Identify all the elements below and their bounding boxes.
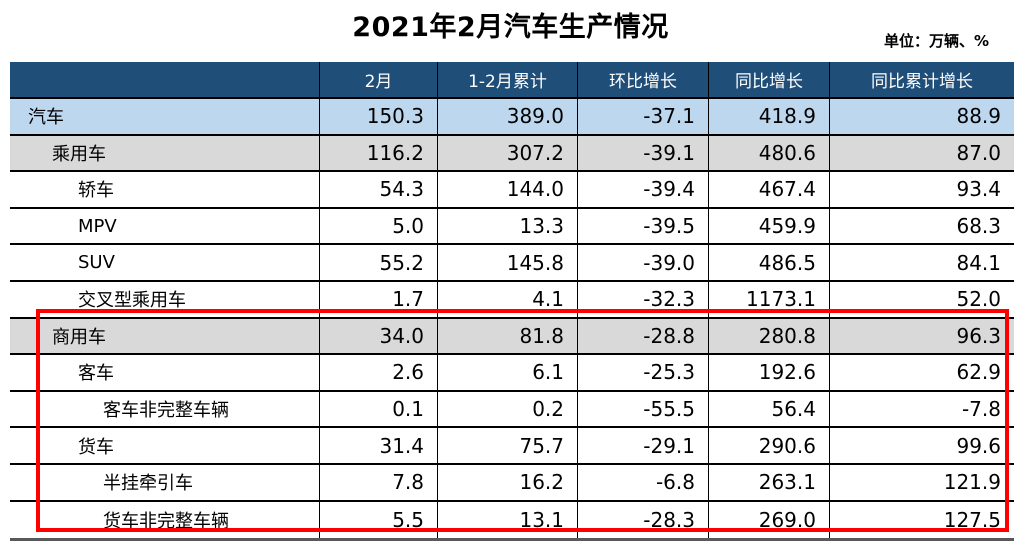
row-label: 货车 — [10, 428, 320, 463]
table-row: 轿车 54.3 144.0 -39.4 467.4 93.4 — [10, 172, 1014, 209]
value-cell: 87.0 — [956, 140, 1001, 165]
table-row: 商用车 34.0 81.8 -28.8 280.8 96.3 — [10, 318, 1014, 356]
value-cell: -39.5 — [578, 208, 709, 244]
value-cell: 34.0 — [320, 318, 438, 354]
value-cell: 290.6 — [709, 428, 830, 463]
value-cell: 145.8 — [438, 245, 578, 280]
value-cell: 68.3 — [956, 214, 1001, 239]
row-label: 乘用车 — [10, 135, 320, 171]
value-cell: 0.1 — [320, 391, 438, 427]
row-label: MPV — [10, 208, 320, 244]
header-cell: 2月 — [320, 62, 438, 97]
value-cell: 480.6 — [709, 135, 830, 171]
value-cell: 127.5 — [943, 507, 1001, 532]
value-cell: 54.3 — [320, 172, 438, 207]
value-cell: 13.1 — [438, 501, 578, 539]
value-cell: 5.5 — [320, 501, 438, 539]
value-cell: 467.4 — [709, 172, 830, 207]
table-row: 交叉型乘用车 1.7 4.1 -32.3 1173.1 52.0 — [10, 281, 1014, 319]
header-cell: 1-2月累计 — [438, 62, 578, 97]
row-label: SUV — [10, 245, 320, 280]
value-cell: 5.0 — [320, 208, 438, 244]
table-row: 货车 31.4 75.7 -29.1 290.6 99.6 — [10, 428, 1014, 465]
value-cell: -28.3 — [578, 501, 709, 539]
value-cell: 52.0 — [956, 287, 1001, 312]
value-cell: 0.2 — [438, 391, 578, 427]
row-label: 客车 — [10, 355, 320, 390]
value-cell: 116.2 — [320, 135, 438, 171]
value-cell: -39.0 — [578, 245, 709, 280]
row-label: 商用车 — [10, 318, 320, 354]
value-cell: 84.1 — [956, 250, 1001, 275]
table-row: 乘用车 116.2 307.2 -39.1 480.6 87.0 — [10, 135, 1014, 173]
value-cell: 2.6 — [320, 355, 438, 390]
value-cell: 459.9 — [709, 208, 830, 244]
value-cell: 62.9 — [956, 360, 1001, 385]
row-label: 交叉型乘用车 — [10, 281, 320, 317]
value-cell: 144.0 — [438, 172, 578, 207]
value-cell: 192.6 — [709, 355, 830, 390]
table-header-row: 2月 1-2月累计 环比增长 同比增长 同比累计增长 — [10, 62, 1014, 99]
value-cell: 486.5 — [709, 245, 830, 280]
unit-note: 单位：万辆、% — [883, 32, 989, 50]
value-cell: 93.4 — [956, 177, 1001, 202]
row-label: 轿车 — [10, 172, 320, 207]
header-cell: 同比增长 — [709, 62, 830, 97]
value-cell: 99.6 — [956, 433, 1001, 458]
value-cell: 263.1 — [709, 464, 830, 500]
value-cell: 13.3 — [438, 208, 578, 244]
value-cell: -6.8 — [578, 464, 709, 500]
row-label: 半挂牵引车 — [10, 464, 320, 500]
table-row: SUV 55.2 145.8 -39.0 486.5 84.1 — [10, 245, 1014, 282]
production-table: 2月 1-2月累计 环比增长 同比增长 同比累计增长 汽车 150.3 389.0 -37.1… — [10, 62, 1014, 542]
value-cell: 307.2 — [438, 135, 578, 171]
value-cell: 88.9 — [956, 104, 1001, 129]
value-cell: 56.4 — [709, 391, 830, 427]
header-cell: 同比累计增长 — [871, 72, 973, 92]
value-cell: 1.7 — [320, 281, 438, 317]
value-cell: -32.3 — [578, 281, 709, 317]
table-body: 汽车 150.3 389.0 -37.1 418.9 88.9 乘用车 116.2 307.2-… — [10, 99, 1014, 539]
table-row: 汽车 150.3 389.0 -37.1 418.9 88.9 — [10, 99, 1014, 136]
value-cell: 6.1 — [438, 355, 578, 390]
value-cell: -29.1 — [578, 428, 709, 463]
value-cell: -55.5 — [578, 391, 709, 427]
row-label: 客车非完整车辆 — [10, 391, 320, 427]
value-cell: 7.8 — [320, 464, 438, 500]
header-cell-category — [10, 62, 320, 97]
value-cell: 121.9 — [943, 470, 1001, 495]
value-cell: 269.0 — [709, 501, 830, 539]
value-cell: -7.8 — [961, 397, 1001, 422]
value-cell: 96.3 — [956, 323, 1001, 348]
value-cell: 55.2 — [320, 245, 438, 280]
table-row: MPV 5.0 13.3 -39.5 459.9 68.3 — [10, 208, 1014, 246]
value-cell: 418.9 — [709, 99, 830, 134]
value-cell: -28.8 — [578, 318, 709, 354]
page-title: 2021年2月汽车生产情况 — [352, 12, 669, 43]
table-row: 客车 2.6 6.1 -25.3 192.6 62.9 — [10, 355, 1014, 392]
value-cell: 16.2 — [438, 464, 578, 500]
value-cell: -37.1 — [578, 99, 709, 134]
table-row: 货车非完整车辆 5.5 13.1 -28.3 269.0 127.5 — [10, 501, 1014, 539]
value-cell: 280.8 — [709, 318, 830, 354]
table-row: 客车非完整车辆 0.1 0.2 -55.5 56.4 -7.8 — [10, 391, 1014, 429]
value-cell: 31.4 — [320, 428, 438, 463]
value-cell: 1173.1 — [709, 281, 830, 317]
value-cell: -25.3 — [578, 355, 709, 390]
row-label: 汽车 — [10, 99, 320, 134]
value-cell: 4.1 — [438, 281, 578, 317]
header-cell: 环比增长 — [578, 62, 709, 97]
value-cell: -39.4 — [578, 172, 709, 207]
table-row: 半挂牵引车 7.8 16.2 -6.8 263.1 121.9 — [10, 464, 1014, 502]
value-cell: 75.7 — [438, 428, 578, 463]
value-cell: 150.3 — [320, 99, 438, 134]
row-label: 货车非完整车辆 — [10, 501, 320, 539]
value-cell: -39.1 — [578, 135, 709, 171]
value-cell: 81.8 — [438, 318, 578, 354]
value-cell: 389.0 — [438, 99, 578, 134]
